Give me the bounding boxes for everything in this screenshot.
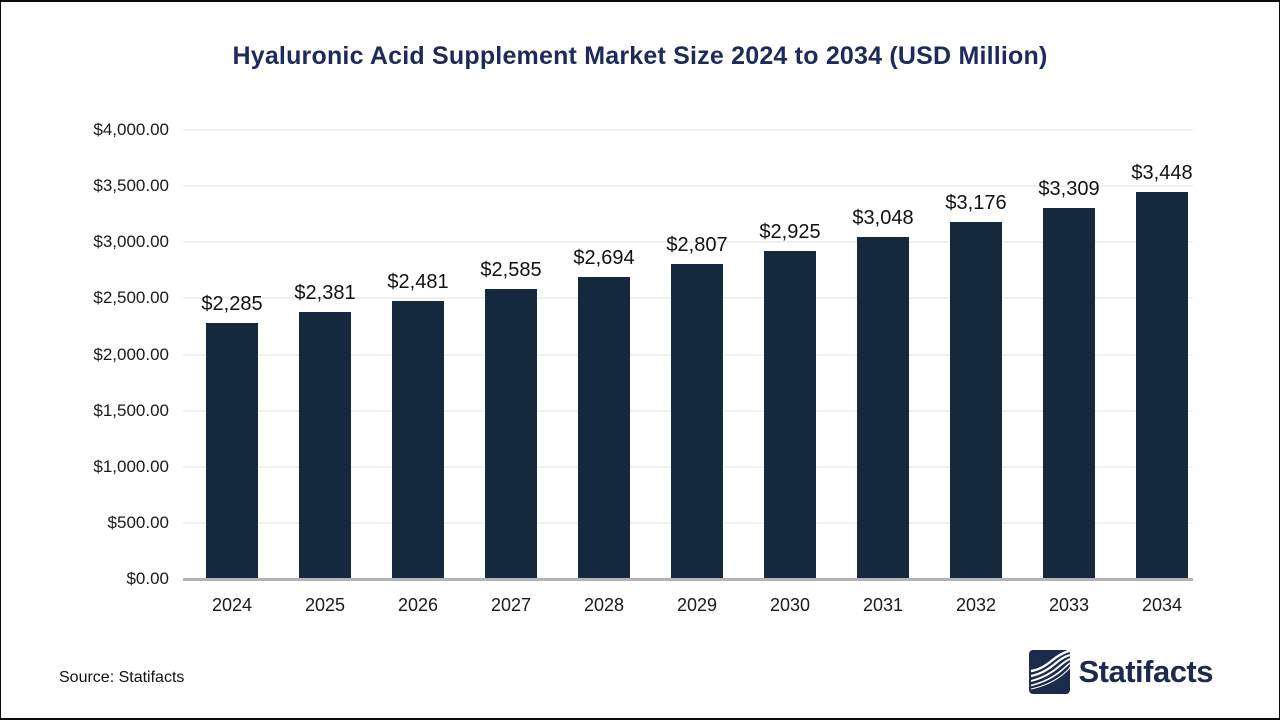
bar-value-label: $3,176 <box>945 192 1007 215</box>
bar <box>299 311 351 579</box>
x-tick-label: 2026 <box>397 595 439 615</box>
y-tick-label: $500.00 <box>107 512 169 532</box>
gridline <box>183 129 1193 131</box>
x-tick-label: 2027 <box>490 595 532 615</box>
bar <box>671 263 723 579</box>
bar <box>1043 207 1095 579</box>
x-tick-label: 2030 <box>769 595 811 615</box>
bar <box>857 236 909 579</box>
x-tick-label: 2033 <box>1048 595 1090 615</box>
bar-value-label: $2,381 <box>294 281 356 304</box>
y-tick-label: $0.00 <box>126 569 169 588</box>
bar-value-label: $3,309 <box>1038 177 1100 200</box>
y-tick-label: $4,000.00 <box>93 120 169 139</box>
x-tick-label: 2024 <box>211 595 253 615</box>
gridline <box>183 185 1193 188</box>
bar-value-label: $3,048 <box>852 206 914 229</box>
bar <box>392 300 444 579</box>
brand-logo: Statifacts <box>1029 650 1213 694</box>
bar-value-label: $2,285 <box>201 292 263 315</box>
x-tick-label: 2032 <box>955 595 997 615</box>
source-attribution: Source: Statifacts <box>59 669 185 686</box>
bar <box>206 322 258 579</box>
x-tick-label: 2034 <box>1141 595 1183 615</box>
bar-value-label: $2,807 <box>666 233 728 256</box>
bar-value-label: $2,481 <box>387 270 449 293</box>
x-tick-label: 2031 <box>862 595 904 615</box>
x-tick-label: 2029 <box>676 595 718 615</box>
bar <box>950 222 1002 579</box>
chart-title: Hyaluronic Acid Supplement Market Size 2… <box>232 42 1048 70</box>
bar <box>485 288 537 579</box>
y-tick-label: $1,000.00 <box>93 456 169 476</box>
y-tick-label: $2,500.00 <box>93 288 169 308</box>
brand-wordmark: Statifacts <box>1078 654 1213 689</box>
bar <box>578 276 630 579</box>
bar-value-label: $2,585 <box>480 258 542 281</box>
x-axis-line <box>183 578 1193 581</box>
bar-value-label: $2,694 <box>573 246 635 269</box>
bar <box>764 250 816 579</box>
x-tick-label: 2025 <box>304 595 346 615</box>
bar <box>1136 191 1188 579</box>
bar-value-label: $2,925 <box>759 220 821 243</box>
y-tick-label: $3,000.00 <box>93 232 169 252</box>
y-tick-label: $1,500.00 <box>93 400 169 420</box>
gridline <box>183 241 1193 244</box>
statifacts-logo-icon <box>1029 650 1071 694</box>
y-tick-label: $2,000.00 <box>93 344 169 364</box>
x-tick-label: 2028 <box>583 595 625 615</box>
bar-value-label: $3,448 <box>1131 161 1193 184</box>
y-tick-label: $3,500.00 <box>93 176 169 196</box>
